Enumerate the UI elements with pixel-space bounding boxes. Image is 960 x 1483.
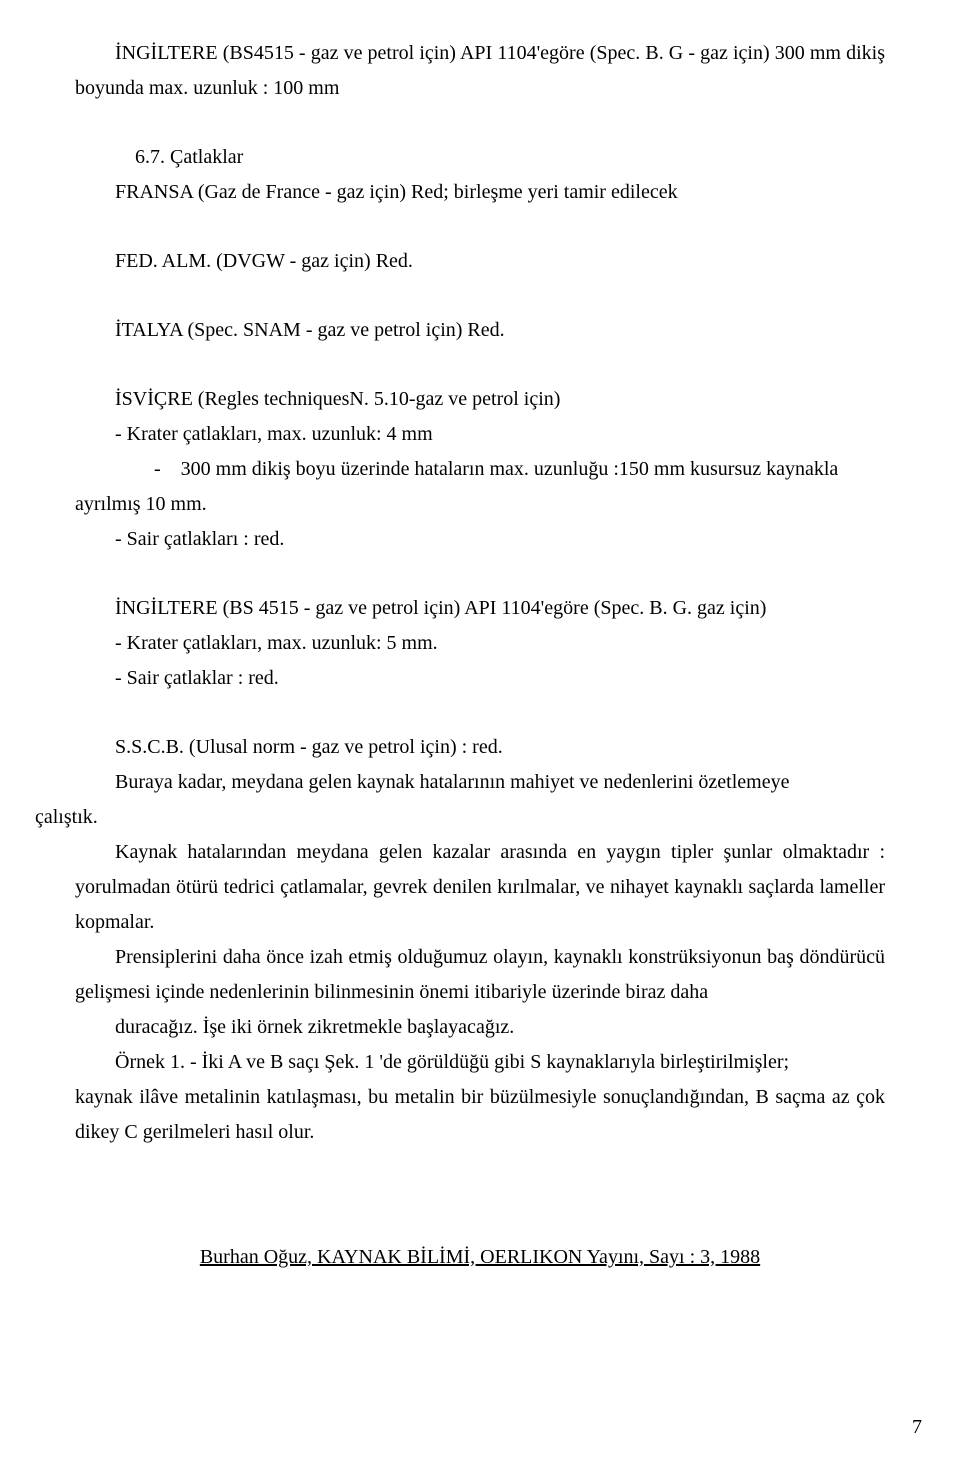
list-item: - 300 mm dikiş boyu üzerinde hataların m… — [75, 452, 885, 522]
paragraph: İSVİÇRE (Regles techniquesN. 5.10-gaz ve… — [75, 382, 885, 417]
section-heading: 6.7. Çatlaklar — [75, 140, 885, 175]
paragraph: Kaynak hatalarından meydana gelen kazala… — [75, 835, 885, 940]
paragraph: Prensiplerini daha önce izah etmiş olduğ… — [75, 940, 885, 1010]
paragraph: Buraya kadar, meydana gelen kaynak hatal… — [75, 765, 885, 835]
list-item: - Krater çatlakları, max. uzunluk: 4 mm — [75, 417, 885, 452]
list-item: - Sair çatlaklar : red. — [75, 661, 885, 696]
paragraph: İNGİLTERE (BS 4515 - gaz ve petrol için)… — [75, 591, 885, 626]
paragraph: FRANSA (Gaz de France - gaz için) Red; b… — [75, 175, 885, 210]
paragraph: İTALYA (Spec. SNAM - gaz ve petrol için)… — [75, 313, 885, 348]
list-item: - Krater çatlakları, max. uzunluk: 5 mm. — [75, 626, 885, 661]
paragraph: S.S.C.B. (Ulusal norm - gaz ve petrol iç… — [75, 730, 885, 765]
list-item: - Sair çatlakları : red. — [75, 522, 885, 557]
footer-citation: Burhan Oğuz, KAYNAK BİLİMİ, OERLIKON Yay… — [200, 1246, 760, 1268]
paragraph: Örnek 1. - İki A ve B saçı Şek. 1 'de gö… — [75, 1045, 885, 1150]
page-footer: Burhan Oğuz, KAYNAK BİLİMİ, OERLIKON Yay… — [75, 1240, 885, 1275]
page-number: 7 — [912, 1410, 922, 1445]
paragraph: duracağız. İşe iki örnek zikretmekle baş… — [75, 1010, 885, 1045]
paragraph: FED. ALM. (DVGW - gaz için) Red. — [75, 244, 885, 279]
document-page: İNGİLTERE (BS4515 - gaz ve petrol için) … — [0, 0, 960, 1483]
paragraph: İNGİLTERE (BS4515 - gaz ve petrol için) … — [75, 36, 885, 106]
